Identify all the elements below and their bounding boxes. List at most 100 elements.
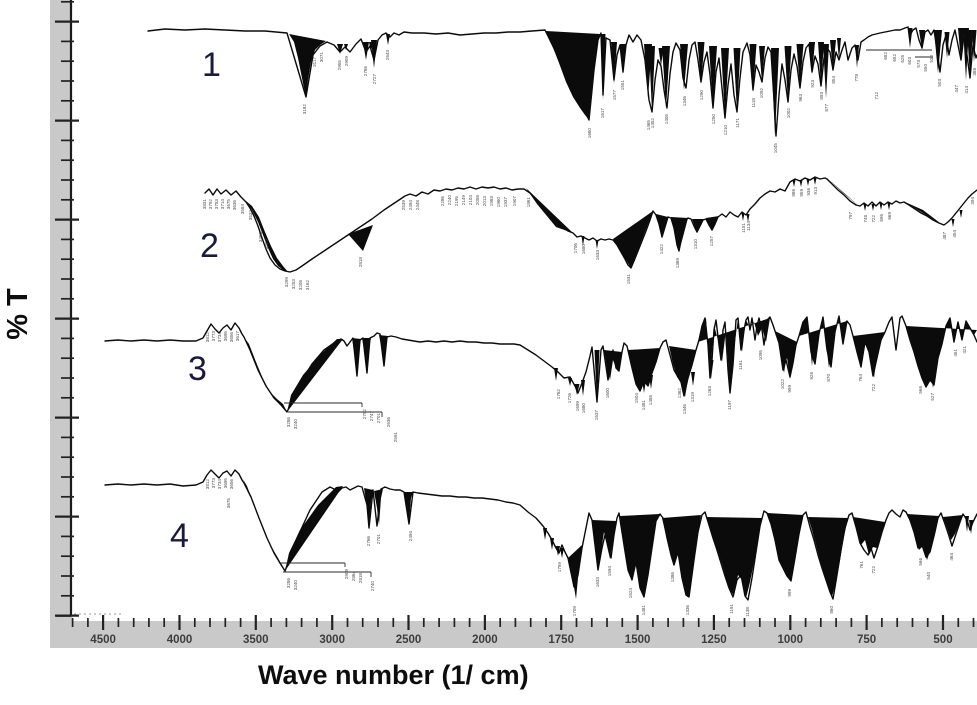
spectrum-1-absorption-peak	[958, 28, 964, 62]
spectrum-1-peak-wavenumber-annotation: 1405	[664, 114, 669, 125]
spectrum-1-peak-wavenumber-annotation: 1171	[735, 118, 740, 128]
spectrum-1-absorption-peak	[733, 48, 741, 112]
spectrum-1-peak-wavenumber-annotation: 778	[854, 74, 859, 82]
spectrum-2-peak-wavenumber-annotation: 3208	[298, 280, 303, 291]
spectrum-2-peak-wavenumber-annotation: 669	[887, 212, 892, 220]
spectrum-3-peak-wavenumber-annotation: 1637	[594, 410, 599, 421]
spectrum-4-peak-wavenumber-annotation: 540	[926, 572, 931, 580]
spectrum-4-peak-wavenumber-annotation: 860	[829, 606, 834, 614]
spectrum-3-absorption-peak	[827, 352, 831, 368]
spectrum-4-absorption-band	[592, 520, 616, 569]
spectrum-1-absorption-peak	[944, 32, 950, 58]
spectrum-1-absorption-peak	[680, 44, 688, 90]
spectrum-3-absorption-peak	[634, 370, 640, 386]
spectrum-1-absorption-peak	[600, 34, 606, 100]
spectrum-3-peak-wavenumber-annotation: 1346	[682, 404, 687, 415]
spectrum-3-peak-wavenumber-annotation: 999	[787, 385, 792, 393]
spectrum-4-absorption-peak	[550, 538, 554, 550]
spectrum-2-peak-wavenumber-annotation: 1960	[496, 197, 501, 208]
spectrum-1-peak-wavenumber-annotation: 2727	[372, 74, 377, 85]
x-axis-ticks: 4500 4000 3500 3000 2500 2000 1750 1500 1250 1000…	[71, 615, 975, 646]
spectrum-3-peak-wavenumber-annotation: 1458	[648, 395, 653, 406]
spectrum-1-absorption-peak	[371, 40, 377, 68]
spectrum-4-peak-wavenumber-annotation: 2818	[358, 573, 363, 584]
spectrum-2-peak-wavenumber-annotation: 2286	[440, 196, 445, 207]
spectrum-1-peak-wavenumber-annotation: 626	[900, 55, 905, 63]
spectrum-1-peak-wavenumber-annotation: 447	[954, 85, 959, 93]
spectrum-2-peak-wavenumber-annotation: 1369	[675, 258, 680, 269]
spectrum-4-peak-wavenumber-annotation: 1594	[607, 566, 612, 577]
spectrum-3-absorption-band	[352, 338, 361, 376]
spectrum-3-absorption-band	[362, 338, 371, 373]
spectrum-2-absorption-peak	[792, 180, 796, 187]
spectrum-1-absorption-peak	[837, 38, 841, 60]
spectrum-4-peak-wavenumber-annotation: 1138	[745, 607, 750, 617]
spectrum-2-peak-wavenumber-annotation: 797	[848, 212, 853, 220]
spectrum-2-peak-wavenumber-annotation: 3299	[284, 277, 289, 288]
spectrum-3-absorption-band	[698, 318, 770, 393]
spectrum-1-peak-wavenumber-annotation: 1250	[711, 114, 716, 125]
spectrum-2-peak-wavenumber-annotation: 2013	[482, 196, 487, 207]
spectrum-2-peak-wavenumber-annotation: 1257	[709, 236, 714, 247]
spectrum-3-peak-wavenumber-annotation: 926	[809, 372, 814, 380]
spectrum-3-absorption-peak	[931, 375, 935, 388]
y-axis-label: % T	[2, 288, 34, 340]
spectrum-3-absorption-band	[379, 335, 388, 366]
x-axis-tick-label: 1000	[778, 634, 804, 646]
spectrum-4-absorption-peak	[560, 548, 564, 558]
spectrum-2-peak-wavenumber-annotation: 3714	[220, 199, 225, 210]
spectrum-3-peak-wavenumber-annotation: 3617	[235, 331, 240, 342]
spectrum-2-peak-wavenumber-annotation: 748	[863, 215, 868, 223]
spectrum-1-absorption-peak	[363, 42, 369, 60]
spectrum-4-peak-wavenumber-annotation: 2740	[370, 581, 375, 592]
spectrum-4-peak-wavenumber-annotation: 1336	[685, 605, 690, 616]
spectrum-1-peak-wavenumber-annotation: 682	[883, 52, 888, 60]
spectrum-2-absorption-band	[692, 219, 704, 233]
spectrum-1-peak-wavenumber-annotation: 2786	[363, 66, 368, 77]
spectrum-4-absorption-band	[943, 515, 963, 540]
spectrum-1-peak-wavenumber-annotation: 1092	[759, 88, 764, 99]
spectrum-3-peak-wavenumber-annotation: 1600	[605, 388, 610, 399]
spectrum-3-absorption-band	[628, 348, 660, 391]
spectrum-2-absorption-peak	[959, 210, 963, 218]
spectrum-1-absorption-peak	[649, 46, 655, 112]
spectrum-1-peak-wavenumber-annotation: 1290	[699, 90, 704, 101]
spectrum-1-absorption-peak	[809, 42, 815, 74]
x-axis-tick-label: 750	[857, 634, 876, 646]
spectrum-3-absorption-peak	[581, 380, 585, 396]
spectrum-3-peak-wavenumber-annotation: 3812	[205, 332, 210, 343]
spectrum-2-peak-wavenumber-annotation: 1680	[581, 244, 586, 255]
spectrum-3-absorption-peak	[606, 360, 610, 381]
spectrum-1-absorption-peak	[919, 30, 925, 50]
spectrum-3-peak-wavenumber-annotation: 2591	[393, 432, 398, 443]
spectrum-1-absorption-band	[546, 31, 600, 120]
spectrum-1-absorption-peak	[971, 30, 977, 62]
spectrum-2-peak-wavenumber-annotation: 3636	[232, 200, 237, 211]
spectrum-2-peak-wavenumber-annotation: 936	[806, 188, 811, 196]
spectrum-4-peak-wavenumber-annotation: 1386	[670, 572, 675, 583]
spectrum-4-trace: 3812 3773 3734 3695 3656 3675 3286 3240 2909 2864…	[104, 469, 977, 617]
spectrum-1-absorption-peak	[344, 44, 348, 50]
spectrum-4-absorption-band	[662, 515, 701, 597]
spectrum-3-absorption-band	[669, 346, 696, 396]
spectrum-2-peak-wavenumber-annotation: 2818	[358, 257, 363, 268]
spectrum-4-absorption-band	[706, 517, 762, 598]
spectrum-4-peak-wavenumber-annotation: 1759	[557, 562, 562, 573]
x-axis-tick-label: 2500	[396, 634, 422, 646]
spectrum-1-absorption-peak	[967, 30, 973, 78]
spectrum-3-peak-wavenumber-annotation: 1362	[677, 388, 682, 399]
spectrum-4-absorption-band	[767, 513, 803, 581]
spectrum-4-peak-wavenumber-annotation: 1709	[572, 606, 577, 617]
spectrum-1-peak-wavenumber-annotation: 414	[964, 86, 969, 94]
spectrum-3-peak-wavenumber-annotation: 1504	[634, 393, 639, 404]
spectrum-2-peak-wavenumber-annotation: 454	[952, 230, 957, 238]
spectrum-1-absorption-peak	[823, 44, 829, 98]
spectrum-1-peak-wavenumber-annotation: 2909	[344, 56, 349, 67]
spectrum-4-peak-wavenumber-annotation: 722	[871, 566, 876, 574]
spectrum-2-peak-wavenumber-annotation: 2539	[401, 200, 406, 211]
spectrum-3-absorption-peak	[594, 350, 600, 403]
spectrum-2-absorption-band	[526, 188, 573, 233]
spectrum-2-absorption-peak	[951, 219, 955, 227]
spectrum-3-peak-wavenumber-annotation: 451	[953, 349, 958, 357]
